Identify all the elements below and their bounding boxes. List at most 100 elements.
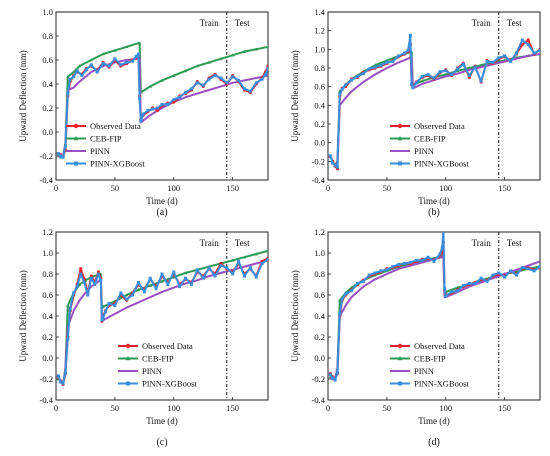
- data-point: [146, 108, 150, 112]
- data-point: [266, 66, 268, 70]
- data-point: [408, 33, 412, 37]
- x-axis-label: Time (d): [146, 416, 177, 426]
- y-tick-label: 0.8: [314, 269, 325, 279]
- data-point: [93, 283, 97, 286]
- y-tick-label: 0.0: [314, 138, 325, 148]
- data-point: [136, 287, 141, 292]
- data-point: [344, 292, 348, 296]
- data-point: [331, 376, 335, 380]
- data-point: [338, 312, 342, 316]
- data-point: [160, 78, 164, 82]
- legend-label: PINN: [90, 146, 110, 156]
- x-axis-label: Time (d): [146, 196, 177, 206]
- legend-item: Observed Data: [66, 121, 141, 131]
- data-point: [538, 265, 540, 269]
- data-point: [340, 297, 344, 301]
- legend-marker: [397, 136, 403, 141]
- data-point: [148, 283, 152, 287]
- data-point: [131, 59, 135, 63]
- data-point: [491, 60, 495, 64]
- y-tick-label: 1.0: [314, 44, 325, 54]
- series-layer: [328, 232, 540, 382]
- data-point: [248, 266, 252, 270]
- data-point: [242, 274, 246, 278]
- data-point: [101, 52, 105, 56]
- y-tick-label: 1.0: [314, 248, 325, 258]
- data-point: [335, 371, 339, 375]
- data-point: [532, 269, 536, 273]
- data-point: [125, 297, 129, 301]
- train-label: Train: [200, 238, 220, 248]
- data-point: [455, 285, 460, 289]
- data-point: [520, 38, 524, 42]
- data-point: [195, 81, 199, 85]
- data-point: [77, 64, 82, 68]
- legend-marker: [398, 381, 402, 386]
- data-point: [408, 260, 412, 264]
- data-point: [355, 281, 359, 285]
- data-point: [479, 276, 483, 280]
- data-point: [59, 154, 63, 158]
- data-point: [397, 54, 401, 58]
- legend: Observed Data CEB-FIP PINN PINN-XGBoost: [118, 341, 197, 389]
- data-point: [172, 275, 176, 279]
- series-layer: [56, 249, 268, 386]
- data-point: [99, 278, 103, 282]
- data-point: [379, 269, 383, 273]
- data-point: [195, 268, 199, 272]
- data-point: [497, 271, 501, 275]
- data-point: [101, 62, 105, 66]
- data-point: [260, 262, 264, 265]
- chart-panel-b: -0.4 -0.2 0.0 0.2 0.4 0.6 0.8 1.0 1.2 1.4 0 50 100 15…: [290, 7, 541, 218]
- legend-marker: [73, 123, 79, 129]
- data-point: [443, 287, 447, 291]
- data-point: [361, 279, 365, 283]
- data-point: [526, 43, 530, 47]
- data-point: [444, 72, 448, 76]
- data-point: [66, 92, 70, 96]
- data-point: [66, 337, 70, 341]
- chart-panel-c: -0.4 -0.2 0.0 0.2 0.4 0.6 0.8 1.0 1.2 0 50 100 150 Ti…: [18, 227, 269, 448]
- data-point: [414, 258, 418, 262]
- y-tick-label: 0.8: [314, 63, 325, 73]
- data-point: [242, 87, 246, 91]
- data-point: [119, 291, 123, 295]
- data-point: [440, 246, 444, 250]
- data-point: [333, 163, 337, 167]
- y-tick-label: 1.2: [314, 227, 325, 237]
- data-point: [85, 68, 89, 72]
- y-tick-label: -0.2: [312, 156, 325, 166]
- data-point: [397, 263, 401, 267]
- panel-caption: (d): [428, 437, 440, 448]
- data-point: [438, 70, 442, 74]
- x-tick-label: 50: [383, 183, 392, 193]
- series-layer: [56, 41, 268, 159]
- data-point: [467, 281, 471, 285]
- data-point: [491, 273, 495, 277]
- data-point: [75, 69, 79, 73]
- data-point: [361, 72, 365, 76]
- legend-label: CEB-FIP: [90, 134, 122, 144]
- data-point: [503, 54, 507, 58]
- data-point: [450, 290, 454, 294]
- y-tick-label: 1.0: [42, 7, 53, 17]
- data-point: [107, 64, 111, 68]
- data-point: [367, 67, 371, 71]
- data-point: [219, 57, 223, 61]
- data-point: [403, 262, 407, 265]
- data-point: [63, 371, 67, 375]
- data-point: [184, 90, 188, 94]
- data-point: [461, 62, 465, 66]
- legend-label: PINN: [414, 146, 434, 156]
- data-point: [391, 265, 395, 269]
- data-point: [230, 258, 235, 262]
- series-pinn-xgboost: [56, 52, 268, 159]
- legend-label: CEB-FIP: [414, 134, 446, 144]
- legend-label: PINN-XGBoost: [90, 159, 145, 169]
- data-point: [113, 48, 117, 52]
- legend-item: CEB-FIP: [390, 354, 446, 364]
- y-tick-label: 0.2: [314, 332, 325, 342]
- y-tick-label: 0.2: [42, 103, 53, 113]
- legend-marker: [73, 136, 79, 141]
- y-axis-label: Upward Deflection (mm): [290, 50, 300, 141]
